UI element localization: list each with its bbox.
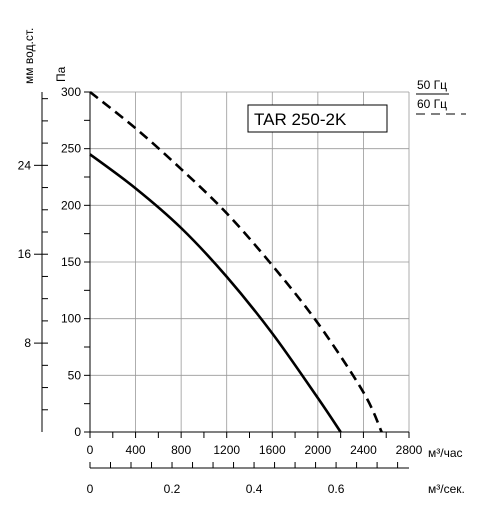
y-tick-label: 200 xyxy=(61,198,81,212)
x-tick-label: 2400 xyxy=(350,443,377,457)
y-tick-label: 250 xyxy=(61,142,81,156)
y-secondary-axis-title: мм вод.ст. xyxy=(22,28,36,84)
x-secondary-axis-title: м³/сек. xyxy=(428,482,465,496)
x-secondary-tick-label: 0 xyxy=(87,482,94,496)
x-secondary-tick-label: 0.2 xyxy=(164,482,181,496)
x-tick-label: 1200 xyxy=(213,443,240,457)
y-tick-label: 50 xyxy=(68,368,82,382)
x-tick-label: 400 xyxy=(126,443,146,457)
ticks: 0 50 100 150 200 250 300 8 16 24 0 400 800 1200 1600 20… xyxy=(18,85,423,496)
y-secondary-tick-label: 8 xyxy=(24,336,31,350)
model-label: TAR 250-2K xyxy=(254,110,347,129)
series-group xyxy=(89,90,383,433)
legend-label-50hz: 50 Гц xyxy=(417,78,447,92)
x-tick-label: 1600 xyxy=(259,443,286,457)
y-axis-title: Па xyxy=(54,66,68,82)
y-tick-label: 150 xyxy=(61,255,81,269)
x-tick-label: 2000 xyxy=(305,443,332,457)
y-tick-label: 100 xyxy=(61,312,81,326)
x-tick-label: 0 xyxy=(87,443,94,457)
grid xyxy=(90,91,410,432)
x-axis-title: м³/час xyxy=(428,446,463,460)
legend: 50 Гц 60 Гц xyxy=(416,78,466,115)
series-line-60hz xyxy=(89,90,383,433)
model-label-box xyxy=(247,104,388,133)
x-secondary-tick-label: 0.4 xyxy=(246,482,263,496)
series-line-50hz xyxy=(89,153,342,433)
y-secondary-tick-label: 24 xyxy=(18,158,32,172)
x-tick-label: 2800 xyxy=(396,443,423,457)
legend-label-60hz: 60 Гц xyxy=(417,97,447,111)
y-secondary-tick-label: 16 xyxy=(18,247,32,261)
y-tick-label: 0 xyxy=(74,425,81,439)
x-tick-label: 800 xyxy=(171,443,191,457)
x-secondary-tick-label: 0.6 xyxy=(328,482,345,496)
y-tick-label: 300 xyxy=(61,85,81,99)
